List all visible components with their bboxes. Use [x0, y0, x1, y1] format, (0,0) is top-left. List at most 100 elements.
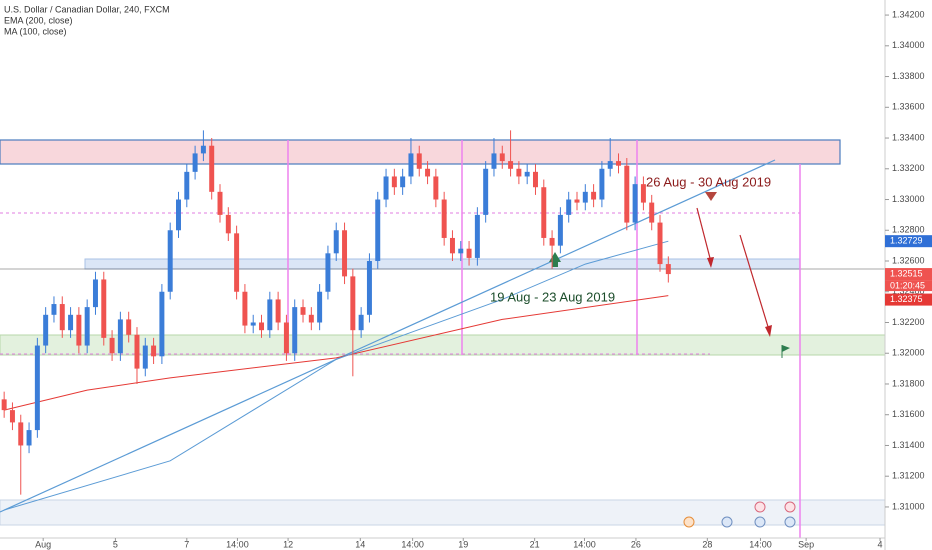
candle-body — [325, 253, 331, 292]
candle-body — [176, 199, 181, 231]
event-icon[interactable] — [754, 501, 766, 513]
candle-body — [167, 230, 173, 292]
candle-body — [665, 264, 671, 275]
candle-body — [408, 153, 414, 177]
candle-body — [317, 291, 323, 323]
trend-line — [0, 159, 776, 513]
candle-body — [391, 176, 397, 188]
candle-body — [76, 314, 82, 346]
y-tick-label: 1.33400 — [892, 132, 925, 142]
indicator-label: EMA (200, close) — [4, 15, 73, 25]
arrow — [739, 234, 770, 331]
x-tick-label: 28 — [702, 539, 712, 549]
y-tick-label: 1.31800 — [892, 378, 925, 388]
y-tick-label: 1.34000 — [892, 40, 925, 50]
x-tick-label: Sep — [798, 539, 814, 549]
y-tick-label: 1.32600 — [892, 255, 925, 265]
candle-body — [449, 237, 455, 254]
candle-body — [491, 153, 497, 169]
y-tick-label: 1.33200 — [892, 163, 925, 173]
candle-body — [267, 299, 273, 331]
candle-body — [375, 199, 381, 262]
y-tick-label: 1.31000 — [892, 501, 925, 511]
ema-price-tag: 1.32375 — [890, 294, 923, 304]
indicator-line — [4, 240, 669, 511]
candle-body — [499, 153, 505, 162]
candle-body — [383, 176, 389, 200]
candle-body — [632, 184, 638, 223]
candle-body — [275, 299, 281, 323]
candle-body — [624, 165, 630, 223]
candle-body — [234, 233, 240, 292]
candle-body — [18, 422, 24, 446]
candle-body — [200, 145, 206, 154]
candle-body — [599, 168, 605, 200]
candle-body — [566, 199, 572, 215]
marks — [1, 130, 671, 511]
candle-body — [59, 304, 65, 331]
candle-body — [342, 230, 348, 277]
chart-title: U.S. Dollar / Canadian Dollar, 240, FXCM — [4, 4, 170, 14]
candle-body — [134, 334, 140, 369]
y-tick-label: 1.32800 — [892, 225, 925, 235]
candle-body — [250, 322, 256, 326]
candle-body — [466, 248, 472, 258]
event-icon[interactable] — [721, 516, 733, 528]
y-tick-label: 1.32000 — [892, 348, 925, 358]
down-marker — [705, 192, 717, 201]
candle-body — [366, 261, 372, 315]
arrow-head — [765, 325, 772, 337]
candle-body — [582, 191, 588, 203]
y-tick-label: 1.33600 — [892, 102, 925, 112]
x-tick-label: 14:00 — [749, 539, 772, 549]
candle-body — [425, 168, 431, 177]
x-tick-label: 19 — [458, 539, 468, 549]
candle-body — [640, 184, 646, 203]
x-tick-label: 5 — [113, 539, 118, 549]
candle-body — [142, 345, 148, 369]
candle-body — [607, 161, 613, 169]
bottom-zone — [0, 499, 886, 526]
event-icon[interactable] — [784, 501, 796, 513]
candle-body — [433, 176, 439, 200]
candle-body — [184, 171, 190, 200]
ma-price-tag: 1.32729 — [890, 236, 923, 246]
candle-body — [574, 199, 580, 203]
countdown: 01:20:45 — [890, 280, 925, 290]
x-tick-label: Aug — [35, 539, 51, 549]
candle-body — [51, 304, 57, 315]
event-icon[interactable] — [784, 516, 796, 528]
x-tick-label: 4 — [878, 539, 883, 549]
candle-body — [508, 161, 514, 169]
x-tick-label: 12 — [283, 539, 293, 549]
candle-body — [400, 176, 406, 188]
candle-body — [616, 161, 621, 166]
event-icon[interactable] — [754, 516, 766, 528]
candle-body — [109, 337, 115, 354]
candle-body — [532, 171, 538, 188]
x-tick-label: 14 — [355, 539, 365, 549]
flag — [782, 345, 790, 352]
candle-body — [92, 279, 98, 308]
candle-body — [308, 314, 314, 323]
candle-body — [126, 319, 132, 335]
candle-body — [242, 291, 248, 326]
x-tick-label: 21 — [530, 539, 540, 549]
target-zone — [0, 334, 886, 356]
event-icon[interactable] — [683, 516, 695, 528]
candle-body — [43, 314, 49, 346]
candle-body — [26, 430, 32, 446]
candle-body — [657, 222, 663, 265]
price-tag-bg — [885, 268, 932, 281]
candle-body — [524, 171, 530, 177]
ma-price-tag-bg — [885, 235, 932, 248]
arrow — [696, 207, 712, 263]
x-tick-label: 14:00 — [226, 539, 249, 549]
candle-body — [1, 399, 7, 411]
candle-body — [9, 410, 15, 423]
y-tick-label: 1.31400 — [892, 440, 925, 450]
candle-body — [68, 314, 74, 331]
candle-body — [34, 345, 40, 431]
countdown-bg — [885, 280, 932, 292]
